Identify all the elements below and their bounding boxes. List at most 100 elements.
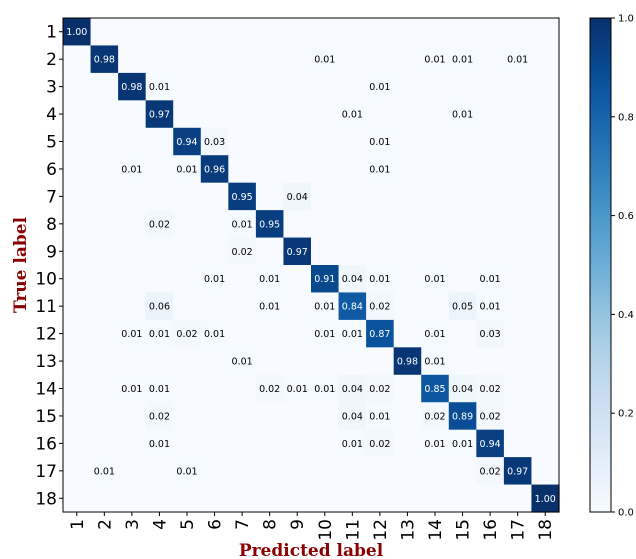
heatmap-cell	[531, 237, 560, 266]
cell-value-label: 0.02	[149, 219, 170, 230]
heatmap-cell	[311, 210, 340, 239]
cell-value-label: 0.01	[424, 55, 445, 66]
heatmap-cell	[531, 45, 560, 74]
heatmap-cell	[503, 100, 533, 129]
heatmap-cell	[145, 374, 174, 403]
colorbar-tick-label: 0.2	[618, 409, 634, 420]
heatmap-cell	[200, 182, 229, 211]
heatmap-cell	[173, 292, 202, 321]
heatmap-cell	[503, 484, 533, 513]
x-tick-label: 10	[316, 519, 336, 541]
cell-value-label: 0.01	[149, 439, 170, 450]
heatmap-cell	[421, 319, 450, 348]
heatmap-cell	[421, 347, 450, 376]
heatmap-cell	[200, 100, 229, 129]
heatmap-cell	[476, 182, 505, 211]
heatmap-cell	[63, 429, 92, 458]
heatmap-cell	[90, 374, 119, 403]
heatmap-cell	[531, 319, 560, 348]
heatmap-cell	[145, 429, 174, 458]
cell-value-label: 0.03	[480, 329, 501, 340]
cell-value-label: 0.02	[369, 384, 390, 395]
heatmap-cell	[448, 292, 477, 321]
heatmap-cell	[145, 319, 174, 348]
heatmap-cell	[90, 429, 119, 458]
heatmap-cell	[366, 402, 395, 431]
y-tick-label: 9	[46, 242, 57, 262]
heatmap-cell	[503, 265, 533, 294]
heatmap-cell	[366, 210, 395, 239]
heatmap-cell	[90, 182, 119, 211]
cell-value-label: 0.87	[369, 329, 390, 340]
heatmap-cell	[393, 182, 422, 211]
heatmap-cell	[228, 402, 257, 431]
heatmap-cell	[448, 45, 477, 74]
heatmap-cell	[476, 45, 505, 74]
heatmap-cell	[228, 319, 257, 348]
cell-value-label: 0.06	[149, 302, 170, 313]
heatmap-cell	[228, 374, 257, 403]
heatmap-cell	[393, 155, 422, 184]
heatmap-cell	[145, 402, 174, 431]
heatmap-cell	[200, 210, 229, 239]
heatmap-cell	[255, 484, 285, 513]
heatmap-cell	[90, 127, 119, 156]
heatmap-cell	[255, 265, 285, 294]
heatmap-cell	[173, 374, 202, 403]
y-tick-label: 3	[46, 78, 57, 98]
heatmap-cell	[228, 347, 257, 376]
cell-value-label: 0.04	[342, 274, 363, 285]
heatmap-cell	[145, 127, 174, 156]
heatmap-cell	[421, 127, 450, 156]
heatmap-cell	[118, 155, 147, 184]
cell-value-label: 0.91	[314, 274, 335, 285]
colorbar	[589, 17, 612, 513]
heatmap-cell	[283, 347, 312, 376]
heatmap-cell	[421, 484, 450, 513]
cell-value-label: 0.01	[424, 439, 445, 450]
heatmap-cell	[393, 45, 422, 74]
heatmap-cell	[531, 182, 560, 211]
heatmap-cell	[366, 265, 395, 294]
heatmap-cell	[476, 429, 505, 458]
cell-value-label: 0.01	[369, 164, 390, 175]
heatmap-cell	[118, 45, 147, 74]
heatmap-cell	[448, 72, 477, 101]
heatmap-cell	[366, 457, 395, 486]
heatmap-cell	[448, 457, 477, 486]
heatmap-cell	[338, 72, 367, 101]
heatmap-cell	[63, 402, 92, 431]
heatmap-cell	[283, 319, 312, 348]
heatmap-cell	[476, 402, 505, 431]
heatmap-cell	[448, 429, 477, 458]
heatmap-cell	[366, 484, 395, 513]
heatmap-cell	[173, 182, 202, 211]
heatmap-cell	[338, 100, 367, 129]
cell-value-label: 0.04	[342, 411, 363, 422]
cell-value-label: 0.96	[204, 164, 225, 175]
heatmap-cell	[531, 457, 560, 486]
cell-value-label: 0.01	[94, 466, 115, 477]
heatmap-cell	[338, 155, 367, 184]
heatmap-cell	[255, 292, 285, 321]
heatmap-cell	[476, 210, 505, 239]
heatmap-cell	[255, 347, 285, 376]
heatmap-cell	[173, 319, 202, 348]
heatmap-cell	[63, 457, 92, 486]
y-tick-label: 4	[46, 105, 57, 125]
y-tick-label: 16	[35, 434, 57, 454]
cell-value-label: 0.01	[369, 411, 390, 422]
x-tick-label: 12	[371, 519, 391, 541]
y-tick-label: 18	[35, 489, 57, 509]
heatmap-cell	[283, 265, 312, 294]
cell-value-label: 0.04	[287, 192, 308, 203]
x-tick-label: 15	[454, 519, 474, 541]
heatmap-cell	[366, 347, 395, 376]
heatmap-cell	[200, 292, 229, 321]
cell-value-label: 0.01	[314, 302, 335, 313]
heatmap-cell	[200, 72, 229, 101]
heatmap-cell	[311, 347, 340, 376]
heatmap-cell	[63, 484, 92, 513]
heatmap-cell	[90, 292, 119, 321]
